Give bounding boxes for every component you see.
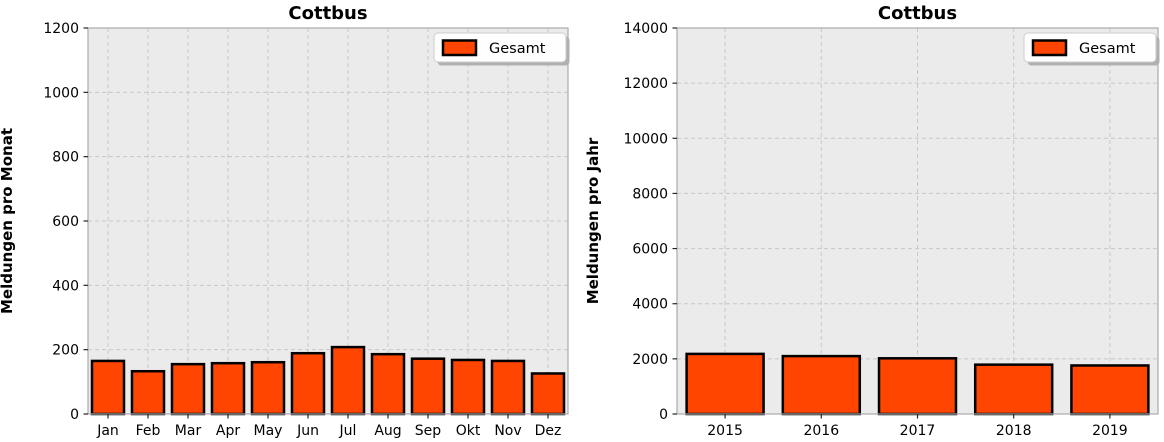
legend: Gesamt [433,32,570,66]
bar [170,362,206,416]
y-axis: 0 2000 4000 6000 8000 10000 12000 14000 [623,21,677,423]
y-tick-label: 8000 [632,186,668,202]
y-tick-label: 10000 [623,131,668,147]
y-axis: 0 200 400 600 800 1000 1200 [43,21,88,423]
x-tick-label: 2017 [900,423,936,439]
x-tick-label: 2019 [1092,423,1128,439]
x-tick-label: Sep [415,423,442,439]
x-tick-label: 2018 [996,423,1032,439]
bar [290,351,326,416]
y-tick-label: 1000 [43,85,79,101]
legend: Gesamt [1023,32,1160,66]
x-tick-label: May [254,423,283,439]
x-tick-label: 2016 [803,423,839,439]
bar [530,372,566,416]
bar [450,358,486,416]
legend-label: Gesamt [1079,41,1136,57]
y-tick-label: 4000 [632,297,668,313]
bar [90,359,126,416]
y-tick-label: 0 [659,407,668,423]
bar [1070,364,1150,416]
bar [685,352,765,416]
chart-title: Cottbus [288,3,367,24]
bar [877,357,958,416]
x-tick-label: Nov [494,423,521,439]
y-tick-label: 400 [52,278,79,294]
x-tick-label: 2015 [707,423,743,439]
x-tick-label: Jul [339,423,357,439]
y-tick-label: 200 [52,343,79,359]
y-tick-label: 14000 [623,21,668,37]
bar [130,369,166,416]
legend-swatch-gesamt [441,39,478,57]
x-tick-label: Dez [535,423,562,439]
bar [410,357,446,416]
x-tick-label: Okt [456,423,481,439]
bar [330,345,366,416]
x-tick-label: Apr [216,423,240,439]
x-axis: 2015 2016 2017 2018 2019 [707,414,1128,439]
y-axis-label: Meldungen pro Jahr [584,137,602,304]
y-tick-label: 1200 [43,21,79,37]
x-tick-label: Aug [374,423,401,439]
y-tick-label: 0 [70,407,79,423]
x-tick-label: Jun [296,423,319,439]
x-tick-label: Mar [175,423,202,439]
x-tick-label: Jan [96,423,119,439]
y-tick-label: 12000 [623,76,668,92]
grid [88,27,568,414]
bar [210,361,246,416]
y-tick-label: 800 [52,150,79,166]
bar [250,360,286,416]
chart-meldungen-pro-jahr: 0 2000 4000 6000 8000 10000 12000 14000 2015 2016… [584,3,1160,439]
y-tick-label: 2000 [632,352,668,368]
x-tick-label: Feb [136,423,161,439]
bar [490,359,526,416]
bar-series-gesamt [685,352,1150,416]
y-axis-label: Meldungen pro Monat [0,128,16,314]
legend-swatch-gesamt [1031,39,1068,57]
chart-title: Cottbus [878,3,957,24]
y-tick-label: 6000 [632,242,668,258]
x-axis: Jan Feb Mar Apr May Jun Jul Aug Sep Okt Nov Dez [96,414,561,439]
bar [973,363,1054,416]
bar [370,352,406,416]
legend-label: Gesamt [489,41,546,57]
y-tick-label: 600 [52,214,79,230]
bar [781,354,862,416]
